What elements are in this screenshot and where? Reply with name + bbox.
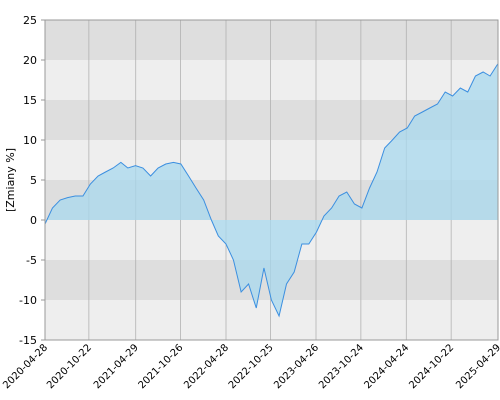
x-tick-label: 2024-04-24 bbox=[363, 342, 412, 391]
x-tick-label: 2025-04-29 bbox=[454, 342, 500, 391]
y-tick-label: -10 bbox=[19, 294, 37, 307]
x-tick-label: 2023-04-26 bbox=[272, 342, 321, 391]
y-tick-label: 0 bbox=[30, 214, 37, 227]
band bbox=[45, 60, 498, 100]
x-tick-label: 2021-10-26 bbox=[137, 342, 186, 391]
y-axis-label: [Zmiany %] bbox=[4, 148, 17, 212]
x-tick-label: 2021-04-29 bbox=[92, 342, 141, 391]
y-tick-label: 5 bbox=[30, 174, 37, 187]
x-tick-label: 2024-10-22 bbox=[407, 342, 456, 391]
x-tick-label: 2020-10-22 bbox=[45, 342, 94, 391]
y-tick-label: -5 bbox=[26, 254, 37, 267]
x-tick-label: 2020-04-28 bbox=[1, 342, 50, 391]
x-tick-label: 2022-10-25 bbox=[227, 342, 276, 391]
area bbox=[45, 64, 498, 316]
band bbox=[45, 20, 498, 60]
y-tick-label: 15 bbox=[23, 94, 37, 107]
y-tick-label: 25 bbox=[23, 14, 37, 27]
band bbox=[45, 300, 498, 340]
x-tick-label: 2023-10-24 bbox=[317, 342, 366, 391]
x-tick-label: 2022-04-28 bbox=[182, 342, 231, 391]
plot-frame bbox=[44, 19, 499, 341]
y-tick-label: 10 bbox=[23, 134, 37, 147]
line bbox=[44, 63, 499, 318]
y-tick-label: 20 bbox=[23, 54, 37, 67]
y-tick-label: -15 bbox=[19, 334, 37, 347]
